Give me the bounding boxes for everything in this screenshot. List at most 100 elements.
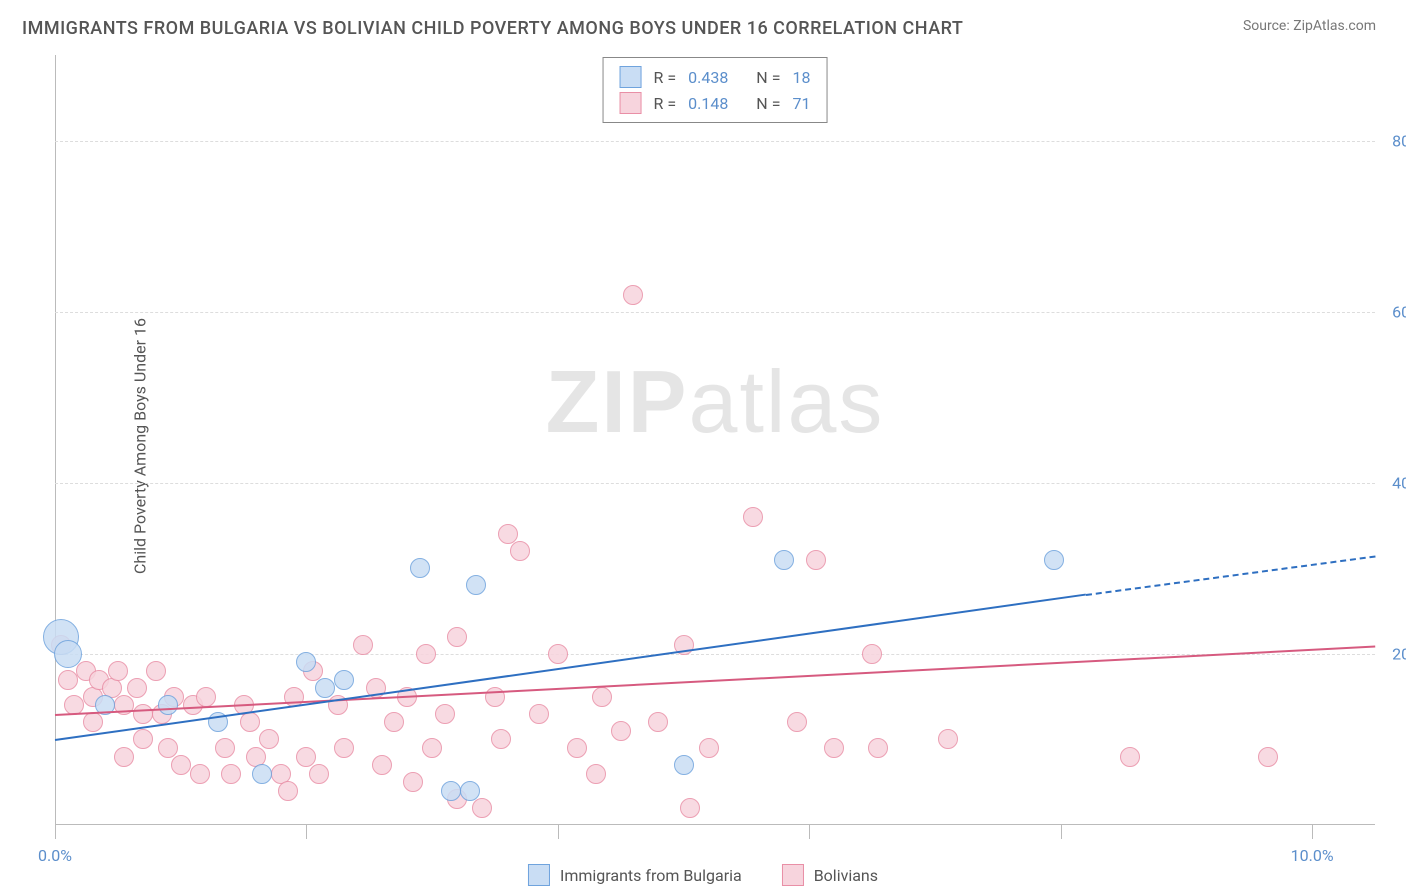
data-point: [774, 550, 794, 570]
legend-swatch-a: [620, 66, 642, 88]
trend-line: [55, 645, 1375, 715]
trend-line: [1086, 556, 1375, 596]
x-tick: [1312, 825, 1313, 839]
x-tick-label: 0.0%: [38, 846, 72, 865]
stats-legend: R = 0.438 N = 18 R = 0.148 N = 71: [603, 57, 828, 123]
data-point: [510, 541, 530, 561]
data-point: [171, 755, 191, 775]
data-point: [416, 644, 436, 664]
data-point: [334, 670, 354, 690]
data-point: [529, 704, 549, 724]
data-point: [215, 738, 235, 758]
data-point: [567, 738, 587, 758]
chart-title: IMMIGRANTS FROM BULGARIA VS BOLIVIAN CHI…: [22, 18, 963, 39]
data-point: [278, 781, 298, 801]
source-attribution: Source: ZipAtlas.com: [1243, 18, 1376, 34]
grid-line: [55, 141, 1375, 142]
bottom-legend: Immigrants from Bulgaria Bolivians: [528, 864, 878, 886]
data-point: [158, 738, 178, 758]
legend-swatch-b: [620, 92, 642, 114]
grid-line: [55, 654, 1375, 655]
data-point: [334, 738, 354, 758]
data-point: [1044, 550, 1064, 570]
grid-line: [55, 483, 1375, 484]
data-point: [190, 764, 210, 784]
data-point: [372, 755, 392, 775]
data-point: [674, 755, 694, 775]
grid-line: [55, 312, 1375, 313]
r-label: R =: [654, 94, 677, 113]
source-link[interactable]: ZipAtlas.com: [1293, 18, 1376, 34]
data-point: [868, 738, 888, 758]
data-point: [353, 635, 373, 655]
x-tick: [1061, 825, 1062, 839]
data-point: [127, 678, 147, 698]
n-label: N =: [756, 94, 780, 113]
legend-item: Bolivians: [782, 864, 878, 886]
data-point: [824, 738, 844, 758]
data-point: [240, 712, 260, 732]
data-point: [586, 764, 606, 784]
data-point: [460, 781, 480, 801]
n-value: 71: [792, 94, 810, 113]
x-tick: [55, 825, 56, 839]
data-point: [592, 687, 612, 707]
data-point: [938, 729, 958, 749]
data-point: [447, 627, 467, 647]
x-tick: [306, 825, 307, 839]
data-point: [296, 652, 316, 672]
y-tick-label: 20.0%: [1392, 644, 1406, 663]
data-point: [806, 550, 826, 570]
source-label: Source:: [1243, 18, 1293, 34]
data-point: [862, 644, 882, 664]
data-point: [435, 704, 455, 724]
data-point: [441, 781, 461, 801]
r-value: 0.438: [688, 68, 728, 87]
data-point: [309, 764, 329, 784]
data-point: [498, 524, 518, 544]
data-point: [196, 687, 216, 707]
r-value: 0.148: [688, 94, 728, 113]
data-point: [403, 772, 423, 792]
data-point: [296, 747, 316, 767]
data-point: [259, 729, 279, 749]
data-point: [146, 661, 166, 681]
data-point: [623, 285, 643, 305]
legend-swatch-b: [782, 864, 804, 886]
data-point: [83, 712, 103, 732]
legend-swatch-a: [528, 864, 550, 886]
data-point: [58, 670, 78, 690]
data-point: [485, 687, 505, 707]
y-axis-line: [55, 55, 56, 825]
y-tick-label: 40.0%: [1392, 473, 1406, 492]
x-tick: [558, 825, 559, 839]
stats-legend-row: R = 0.438 N = 18: [620, 64, 811, 90]
n-label: N =: [756, 68, 780, 87]
data-point: [548, 644, 568, 664]
legend-label: Immigrants from Bulgaria: [560, 866, 742, 885]
data-point: [699, 738, 719, 758]
stats-legend-row: R = 0.148 N = 71: [620, 90, 811, 116]
x-tick-label: 10.0%: [1291, 846, 1334, 865]
data-point: [611, 721, 631, 741]
data-point: [1120, 747, 1140, 767]
data-point: [472, 798, 492, 818]
data-point: [743, 507, 763, 527]
x-tick: [809, 825, 810, 839]
data-point: [108, 661, 128, 681]
data-point: [133, 729, 153, 749]
data-point: [491, 729, 511, 749]
data-point: [54, 640, 82, 668]
data-point: [1258, 747, 1278, 767]
data-point: [422, 738, 442, 758]
legend-item: Immigrants from Bulgaria: [528, 864, 742, 886]
data-point: [680, 798, 700, 818]
n-value: 18: [792, 68, 810, 87]
y-tick-label: 60.0%: [1392, 302, 1406, 321]
legend-label: Bolivians: [814, 866, 878, 885]
data-point: [133, 704, 153, 724]
data-point: [315, 678, 335, 698]
y-tick-label: 80.0%: [1392, 131, 1406, 150]
x-axis-line: [55, 824, 1375, 825]
data-point: [384, 712, 404, 732]
